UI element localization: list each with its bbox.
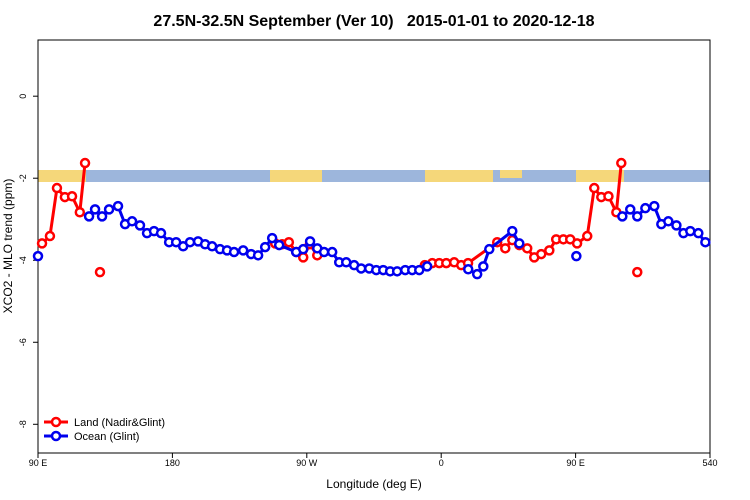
point — [103, 204, 115, 215]
point — [663, 216, 674, 227]
point — [134, 220, 146, 231]
point — [126, 216, 138, 227]
point — [32, 250, 44, 262]
y-tick-label: -2 — [18, 174, 28, 182]
legend-label: Ocean (Glint) — [74, 431, 139, 443]
point — [544, 245, 555, 256]
point — [83, 211, 95, 222]
point — [36, 238, 48, 249]
point — [273, 239, 285, 251]
point — [44, 230, 56, 242]
point — [326, 246, 338, 258]
point — [112, 200, 124, 212]
point — [500, 243, 511, 254]
point — [589, 182, 600, 194]
x-tick-label: 540 — [702, 458, 717, 468]
point — [228, 246, 240, 258]
point — [671, 220, 682, 231]
x-tick-label: 90 E — [29, 458, 48, 468]
y-tick-label: -6 — [18, 338, 28, 346]
point — [617, 211, 628, 222]
point — [478, 261, 489, 272]
x-tick-label: 90 E — [566, 458, 585, 468]
point — [318, 246, 330, 258]
point — [700, 236, 711, 248]
point — [155, 227, 167, 239]
point — [51, 182, 63, 194]
y-axis-label: XCO2 - MLO trend (ppm) — [1, 179, 15, 314]
point — [571, 250, 582, 262]
point — [74, 207, 86, 218]
point — [581, 230, 593, 242]
point — [616, 157, 627, 169]
x-tick-label: 90 W — [296, 458, 318, 468]
point — [421, 261, 433, 272]
point — [79, 157, 91, 169]
point — [536, 248, 547, 260]
x-tick-label: 180 — [165, 458, 180, 468]
point — [685, 225, 696, 237]
point — [571, 238, 583, 249]
point — [521, 243, 533, 254]
legend-label: Land (Nadir&Glint) — [74, 417, 165, 429]
point — [259, 241, 271, 253]
chart-title: 27.5N-32.5N September (Ver 10) 2015-01-0… — [153, 13, 594, 30]
legend-swatch — [50, 430, 62, 442]
point — [507, 225, 518, 237]
point — [266, 232, 278, 244]
x-axis-label: Longitude (deg E) — [326, 477, 421, 491]
point — [184, 236, 196, 248]
y-tick-label: 0 — [18, 94, 28, 99]
point — [283, 236, 295, 248]
point — [304, 236, 316, 247]
point — [355, 263, 367, 274]
point — [625, 204, 636, 215]
point — [649, 200, 660, 212]
point — [66, 191, 78, 202]
point — [237, 245, 249, 256]
point — [603, 191, 614, 202]
map-strip — [38, 170, 710, 182]
series-line — [87, 204, 707, 277]
point — [391, 266, 403, 277]
legend-swatch — [50, 416, 62, 428]
point — [632, 211, 643, 222]
plot-frame — [37, 39, 711, 454]
point — [297, 243, 309, 255]
point — [514, 238, 525, 249]
point — [484, 243, 495, 255]
point — [632, 266, 643, 278]
point — [693, 227, 704, 239]
point — [96, 211, 108, 222]
point — [640, 202, 651, 214]
point — [471, 268, 483, 280]
y-tick-label: -8 — [18, 420, 28, 428]
point — [252, 250, 264, 261]
y-tick-label: -4 — [18, 256, 28, 264]
point — [462, 264, 474, 275]
x-tick-label: 0 — [439, 458, 444, 468]
point — [89, 204, 101, 215]
point — [413, 264, 425, 276]
point — [94, 266, 106, 278]
